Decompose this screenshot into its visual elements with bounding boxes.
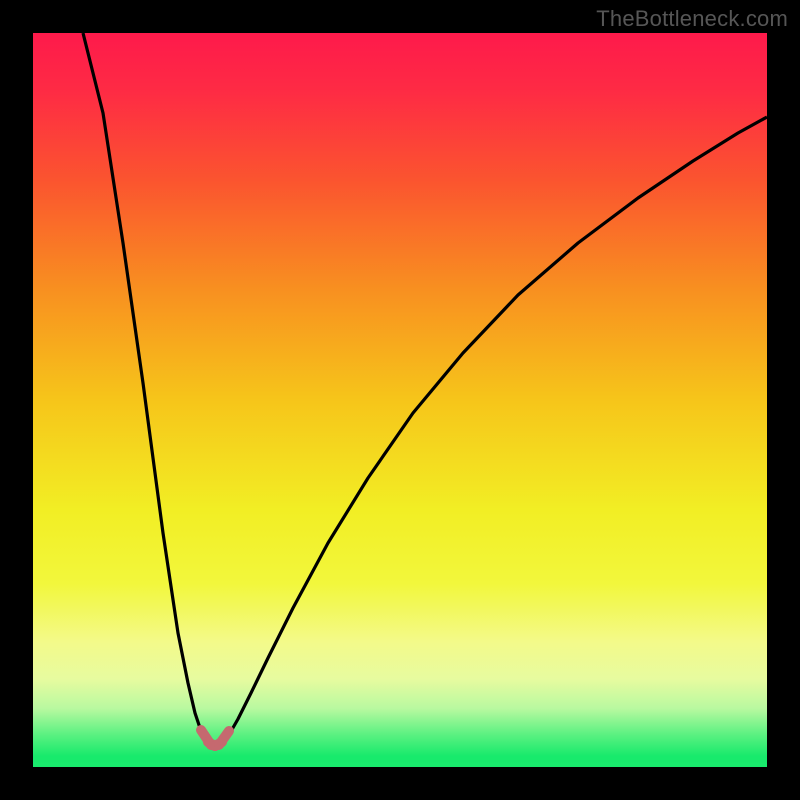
chart-plot-area: [33, 33, 767, 767]
chart-curve-svg: [33, 33, 767, 767]
bottleneck-curve: [83, 33, 767, 746]
valley-marker-segment: [219, 731, 229, 745]
watermark-text: TheBottleneck.com: [596, 6, 788, 32]
valley-marker-group: [201, 730, 229, 746]
